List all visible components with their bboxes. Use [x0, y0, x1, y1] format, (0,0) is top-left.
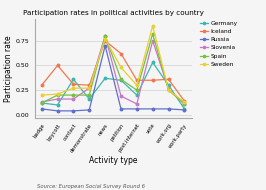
Russia: [183, 109, 186, 111]
Slovenia: [72, 98, 75, 100]
Spain: [103, 35, 107, 37]
Sweden: [167, 89, 170, 91]
Slovenia: [151, 40, 154, 42]
Spain: [119, 78, 123, 80]
Y-axis label: Participation rate: Participation rate: [4, 35, 13, 102]
Line: Slovenia: Slovenia: [40, 35, 186, 105]
Germany: [167, 84, 170, 86]
Spain: [72, 94, 75, 96]
Spain: [183, 103, 186, 105]
Slovenia: [103, 35, 107, 37]
Russia: [135, 108, 138, 110]
Russia: [151, 108, 154, 110]
Russia: [40, 108, 43, 110]
Slovenia: [40, 101, 43, 103]
Russia: [72, 110, 75, 112]
Iceland: [183, 100, 186, 102]
Germany: [103, 77, 107, 79]
Russia: [119, 108, 123, 110]
Text: Source: European Social Survey Round 6: Source: European Social Survey Round 6: [37, 184, 145, 189]
Russia: [88, 109, 91, 111]
Iceland: [151, 79, 154, 81]
Spain: [135, 89, 138, 91]
Spain: [88, 94, 91, 96]
Iceland: [40, 84, 43, 86]
Title: Participation rates in political activities by country: Participation rates in political activit…: [23, 10, 203, 16]
Line: Germany: Germany: [40, 61, 186, 110]
Iceland: [119, 52, 123, 55]
Slovenia: [88, 87, 91, 89]
Russia: [56, 110, 59, 112]
Sweden: [151, 25, 154, 27]
Sweden: [183, 101, 186, 103]
Germany: [135, 94, 138, 96]
X-axis label: Activity type: Activity type: [89, 156, 137, 165]
Germany: [72, 78, 75, 80]
Iceland: [135, 79, 138, 81]
Sweden: [88, 87, 91, 89]
Russia: [103, 44, 107, 47]
Sweden: [103, 38, 107, 40]
Slovenia: [135, 103, 138, 105]
Sweden: [40, 94, 43, 96]
Line: Sweden: Sweden: [40, 25, 186, 103]
Spain: [167, 89, 170, 91]
Line: Russia: Russia: [40, 44, 186, 112]
Spain: [151, 33, 154, 35]
Germany: [40, 102, 43, 104]
Germany: [88, 98, 91, 100]
Germany: [119, 79, 123, 81]
Slovenia: [167, 88, 170, 90]
Germany: [151, 61, 154, 64]
Russia: [167, 108, 170, 110]
Iceland: [56, 64, 59, 66]
Legend: Germany, Iceland, Russia, Slovenia, Spain, Sweden: Germany, Iceland, Russia, Slovenia, Spai…: [199, 20, 238, 68]
Spain: [40, 102, 43, 104]
Sweden: [72, 87, 75, 89]
Line: Iceland: Iceland: [40, 40, 186, 102]
Line: Spain: Spain: [40, 32, 186, 105]
Sweden: [119, 66, 123, 69]
Slovenia: [183, 103, 186, 105]
Iceland: [72, 83, 75, 85]
Iceland: [103, 40, 107, 42]
Iceland: [88, 84, 91, 86]
Iceland: [167, 78, 170, 80]
Slovenia: [119, 95, 123, 97]
Germany: [183, 108, 186, 110]
Sweden: [56, 93, 59, 95]
Sweden: [135, 84, 138, 86]
Spain: [56, 94, 59, 96]
Germany: [56, 104, 59, 106]
Slovenia: [56, 98, 59, 100]
